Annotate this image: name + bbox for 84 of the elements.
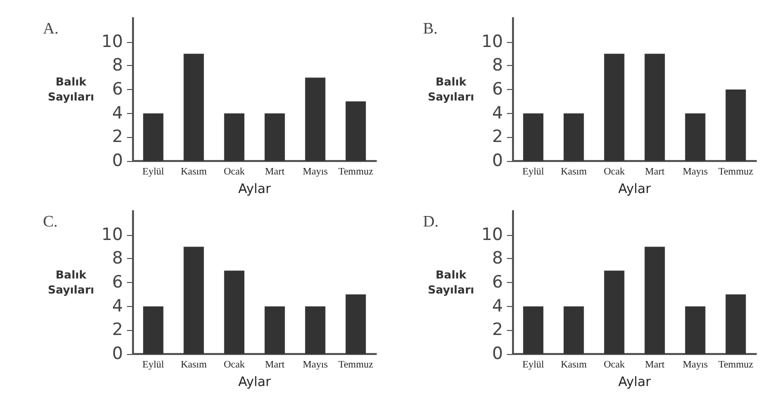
x-tick-label: Mart [265, 166, 285, 178]
y-tick-label: 0 [112, 151, 123, 171]
x-tick-label: Ocak [224, 166, 245, 178]
y-tick-label: 6 [112, 272, 123, 292]
x-tick-label: Kasım [560, 360, 588, 370]
bar [224, 113, 244, 161]
y-tick-label: 10 [481, 32, 503, 52]
bar [564, 113, 584, 161]
x-tick-label: Eylül [142, 166, 164, 178]
bar [184, 246, 204, 354]
bar [523, 306, 544, 354]
x-tick-label: Ocak [224, 360, 245, 370]
x-tick-label: Ocak [604, 166, 625, 178]
x-tick-label: Temmuz [718, 166, 754, 178]
x-tick-label: Mart [265, 360, 285, 370]
x-tick-label: Mart [645, 360, 665, 370]
bar [184, 54, 204, 161]
x-tick-label: Temmuz [338, 360, 374, 370]
y-axis-title: Balık Sayıları [428, 268, 474, 296]
y-tick-label: 4 [112, 103, 123, 124]
bar [305, 78, 326, 161]
x-axis-title: Aylar [238, 375, 272, 390]
x-tick-label: Mayıs [302, 360, 328, 370]
y-axis-title: Balık Sayıları [428, 76, 474, 104]
y-tick-label: 4 [492, 103, 503, 124]
y-tick-label: 10 [481, 224, 503, 245]
bar [264, 306, 285, 354]
bar [346, 294, 366, 354]
x-tick-label: Mart [645, 166, 665, 178]
y-tick-label: 0 [492, 344, 503, 364]
bar [264, 113, 285, 161]
bar [305, 306, 326, 354]
y-tick-label: 10 [101, 32, 123, 52]
bar [644, 54, 665, 161]
bar [604, 270, 624, 354]
y-tick-label: 0 [492, 151, 503, 171]
y-tick-label: 6 [492, 80, 503, 100]
y-tick-label: 8 [492, 56, 503, 76]
y-tick-label: 8 [112, 248, 123, 269]
y-axis-title: Balık Sayıları [48, 76, 94, 104]
x-tick-label: Eylül [522, 360, 544, 370]
bar [726, 90, 746, 161]
bar [143, 306, 164, 354]
x-tick-label: Temmuz [338, 166, 374, 178]
x-tick-label: Eylül [522, 166, 544, 178]
bar [346, 101, 366, 161]
x-axis-title: Aylar [618, 182, 652, 197]
y-tick-label: 8 [492, 248, 503, 269]
x-tick-label: Eylül [142, 360, 164, 370]
y-tick-label: 2 [492, 320, 503, 340]
bar [224, 270, 244, 354]
bar [564, 306, 584, 354]
y-tick-label: 2 [492, 127, 503, 148]
x-tick-label: Kasım [180, 360, 208, 370]
x-tick-label: Kasım [180, 166, 208, 178]
x-tick-label: Temmuz [718, 360, 754, 370]
y-tick-label: 0 [112, 344, 123, 364]
bar [644, 246, 665, 354]
y-tick-label: 6 [492, 272, 503, 292]
bar [143, 113, 164, 161]
x-axis-title: Aylar [618, 375, 652, 390]
bar [604, 54, 624, 161]
y-tick-label: 4 [112, 296, 123, 316]
y-tick-label: 6 [112, 80, 123, 100]
y-tick-label: 2 [112, 320, 123, 340]
bar [726, 294, 746, 354]
y-tick-label: 2 [112, 127, 123, 148]
y-tick-label: 10 [101, 224, 123, 245]
chart-title: D. [423, 214, 439, 230]
y-tick-label: 4 [492, 296, 503, 316]
x-tick-label: Mayıs [682, 166, 708, 178]
chart-title: B. [423, 20, 438, 38]
x-tick-label: Mayıs [682, 360, 708, 370]
x-tick-label: Mayıs [302, 166, 328, 178]
bar [685, 113, 706, 161]
y-axis-title: Balık Sayıları [48, 268, 94, 296]
chart-title: A. [43, 20, 59, 38]
chart-title: C. [43, 214, 58, 230]
x-tick-label: Ocak [604, 360, 625, 370]
bar [523, 113, 544, 161]
x-tick-label: Kasım [560, 166, 588, 178]
x-axis-title: Aylar [238, 182, 272, 197]
y-tick-label: 8 [112, 56, 123, 76]
bar [685, 306, 706, 354]
